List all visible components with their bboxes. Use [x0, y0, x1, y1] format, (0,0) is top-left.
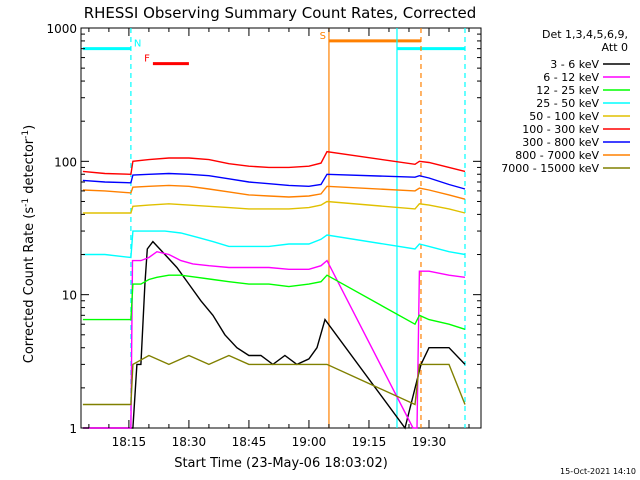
series-line-2	[82, 274, 466, 330]
series-line-5	[82, 150, 466, 176]
observing-intervals: NF S	[82, 31, 465, 66]
y-axis-label-sup1: -1	[21, 198, 31, 207]
legend-entry-label: 6 - 12 keV	[543, 71, 599, 84]
legend-header: Det 1,3,4,5,6,9,	[542, 28, 628, 41]
y-axis-label-mid: detector	[22, 138, 37, 198]
legend-header: Att 0	[602, 41, 628, 54]
series-line-8	[82, 354, 466, 406]
x-tick-label: 18:15	[112, 435, 147, 449]
legend-entry-label: 50 - 100 keV	[529, 110, 599, 123]
axes: 18:15 18:30 18:45 19:00 19:15 19:30 1 10 100 1000	[46, 22, 481, 449]
interval-label: N	[134, 39, 141, 50]
y-tick-label: 10	[62, 289, 77, 303]
series-line-6	[82, 172, 466, 190]
legend-entry-label: 3 - 6 keV	[550, 58, 599, 71]
legend-entry-label: 300 - 800 keV	[522, 136, 599, 149]
y-axis-label-sup2: -1	[21, 130, 31, 139]
plot-border	[80, 27, 482, 429]
series-lines	[82, 150, 466, 430]
series-line-7	[82, 184, 466, 200]
series-line-4	[82, 200, 466, 214]
legend-entry-label: 100 - 300 keV	[522, 123, 599, 136]
x-tick-label: 19:30	[412, 435, 447, 449]
y-tick-label: 1	[69, 422, 77, 436]
y-axis-label-end: )	[22, 125, 37, 130]
series-line-0	[82, 240, 466, 430]
y-axis-label-main: Corrected Count Rate (s	[22, 207, 37, 364]
y-tick-label: 100	[54, 155, 77, 169]
legend-entry-label: 7000 - 15000 keV	[501, 162, 599, 175]
legend-entry-label: 800 - 7000 keV	[515, 149, 599, 162]
x-tick-label: 18:30	[172, 435, 207, 449]
plot-frame	[80, 27, 482, 429]
chart-title: RHESSI Observing Summary Count Rates, Co…	[84, 4, 477, 22]
legend-entry-label: 25 - 50 keV	[536, 97, 599, 110]
legend-entry-label: 12 - 25 keV	[536, 84, 599, 97]
generation-timestamp: 15-Oct-2021 14:10	[560, 467, 636, 476]
series-line-3	[82, 230, 466, 259]
interval-label: S	[320, 31, 326, 42]
interval-label: F	[144, 54, 150, 65]
x-tick-label: 19:00	[292, 435, 327, 449]
y-axis-label: Corrected Count Rate (s-1 detector-1)	[21, 125, 37, 363]
x-tick-label: 18:45	[232, 435, 267, 449]
y-tick-label: 1000	[46, 22, 77, 36]
x-axis-label: Start Time (23-May-06 18:03:02)	[174, 456, 388, 471]
x-tick-label: 19:15	[352, 435, 387, 449]
